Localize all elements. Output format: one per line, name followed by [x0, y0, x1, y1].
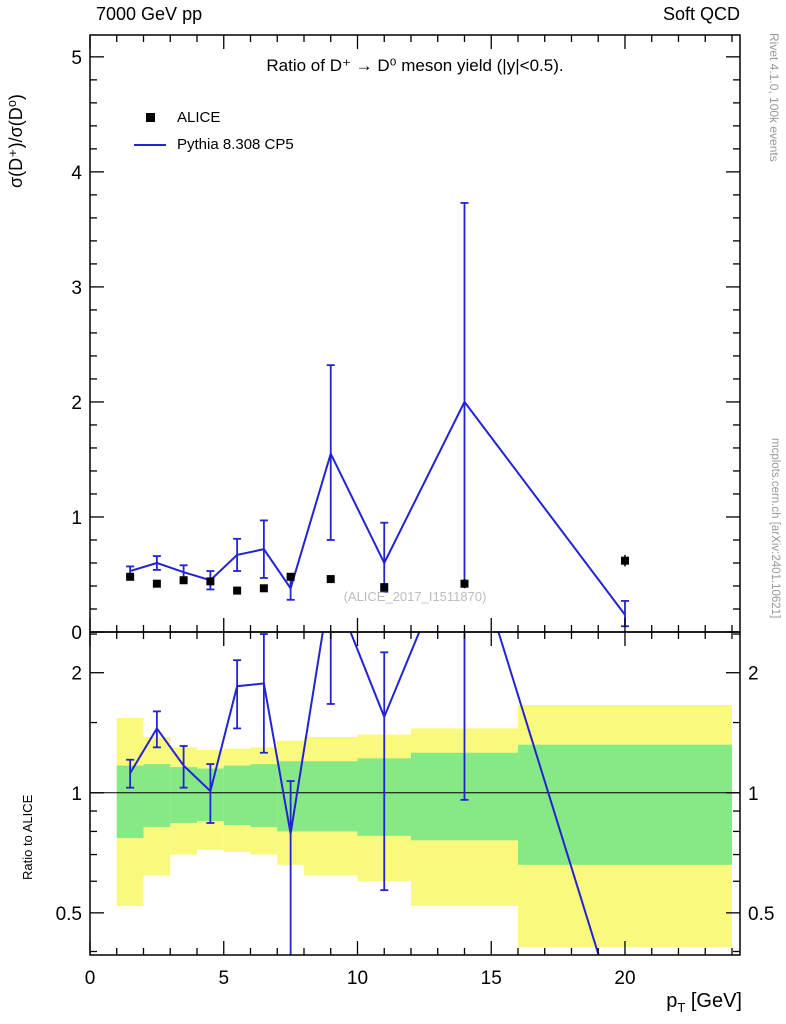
x-axis-label: pT [GeV]	[666, 990, 742, 1015]
pythia-line-marker-icon	[133, 143, 167, 146]
legend-label-pythia: Pythia 8.308 CP5	[177, 136, 294, 153]
plot-title: Ratio of D⁺ → D⁰ meson yield (|y|<0.5).	[266, 56, 564, 75]
bottom-panel-y-axis-label: Ratio to ALICE	[20, 794, 35, 880]
svg-text:0.5: 0.5	[56, 904, 82, 925]
x-axis-label-unit: [GeV]	[685, 990, 742, 1012]
svg-text:2: 2	[748, 664, 759, 685]
alice-square-marker-icon	[133, 113, 167, 122]
svg-text:0.5: 0.5	[748, 904, 774, 925]
svg-text:0: 0	[85, 968, 96, 989]
svg-text:15: 15	[481, 968, 502, 989]
header-process-group: Soft QCD	[662, 4, 740, 24]
svg-text:0: 0	[71, 623, 82, 644]
legend-item-alice: ALICE	[133, 104, 294, 131]
legend: ALICE Pythia 8.308 CP5	[133, 104, 294, 158]
svg-text:4: 4	[71, 163, 82, 184]
legend-label-alice: ALICE	[177, 109, 221, 126]
legend-item-pythia: Pythia 8.308 CP5	[133, 131, 294, 158]
svg-text:1: 1	[71, 508, 82, 529]
svg-text:1: 1	[71, 784, 82, 805]
x-axis-label-sub: T	[677, 1000, 686, 1015]
x-axis-label-base: p	[666, 990, 678, 1012]
header-beam-energy: 7000 GeV pp	[96, 4, 203, 24]
mcplots-reference-sidenote: mcplots.cern.ch [arXiv:2401.10621]	[769, 438, 781, 619]
svg-text:3: 3	[71, 278, 82, 299]
analysis-id-watermark: (ALICE_2017_I1511870)	[343, 589, 487, 604]
rivet-version-sidenote: Rivet 4.1.0, 100k events	[767, 33, 781, 162]
svg-text:5: 5	[218, 968, 229, 989]
svg-text:2: 2	[71, 664, 82, 685]
svg-text:10: 10	[347, 968, 368, 989]
svg-text:2: 2	[71, 393, 82, 414]
svg-text:20: 20	[614, 968, 635, 989]
top-panel-y-axis-label: σ(D⁺)/σ(D⁰)	[6, 94, 26, 188]
svg-text:1: 1	[748, 784, 759, 805]
svg-text:5: 5	[71, 48, 82, 69]
